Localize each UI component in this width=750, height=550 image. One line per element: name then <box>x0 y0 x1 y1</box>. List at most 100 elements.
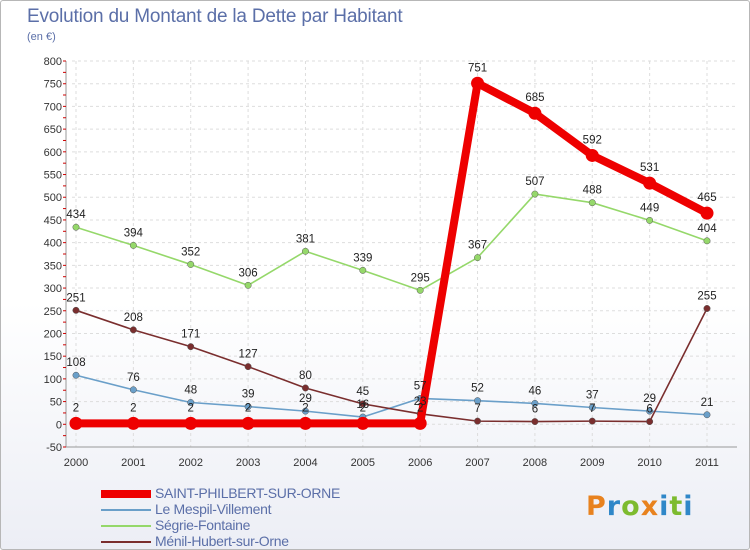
data-label: 751 <box>468 62 487 74</box>
y-tick-label: 550 <box>44 170 62 182</box>
data-point <box>474 417 481 425</box>
x-tick-label: 2000 <box>64 457 88 469</box>
y-tick-label: 800 <box>44 56 62 68</box>
legend-label: Ménil-Hubert-sur-Orne <box>155 533 289 549</box>
data-point <box>531 190 539 198</box>
data-point <box>531 418 539 426</box>
data-label: 2 <box>130 402 136 414</box>
data-point <box>244 363 252 371</box>
data-point <box>585 148 599 162</box>
data-point <box>72 306 80 314</box>
legend-swatch <box>101 490 151 498</box>
data-point <box>646 418 654 426</box>
data-label: 46 <box>529 385 542 397</box>
data-label: 39 <box>242 389 255 401</box>
data-point <box>187 260 195 268</box>
legend-label: SAINT-PHILBERT-SUR-ORNE <box>155 485 340 501</box>
data-point <box>298 416 312 430</box>
data-label: 80 <box>299 370 312 382</box>
data-label: 21 <box>701 397 714 409</box>
legend: SAINT-PHILBERT-SUR-ORNE Le Mespil-Villeme… <box>101 485 381 549</box>
data-label: 29 <box>299 393 312 405</box>
data-point <box>646 216 654 224</box>
data-label: 394 <box>124 227 144 239</box>
x-tick-label: 2003 <box>236 457 260 469</box>
data-point <box>646 407 654 415</box>
legend-item: Ménil-Hubert-sur-Orne <box>101 533 381 549</box>
data-point <box>244 281 252 289</box>
data-point <box>474 397 481 405</box>
legend-label: Le Mespil-Villement <box>155 501 272 517</box>
data-label: 434 <box>66 209 86 221</box>
data-label: 488 <box>583 185 602 197</box>
data-point <box>356 416 370 430</box>
data-point <box>531 399 539 407</box>
data-label: 2 <box>302 402 308 414</box>
data-label: 23 <box>414 396 427 408</box>
series-line <box>75 374 708 418</box>
data-point <box>471 76 485 90</box>
legend-item: Le Mespil-Villement <box>101 501 381 518</box>
data-label: 171 <box>181 329 200 341</box>
logo-letter: P <box>586 491 607 522</box>
x-tick-label: 2002 <box>178 457 202 469</box>
data-point <box>643 176 657 190</box>
data-label: 507 <box>525 176 544 188</box>
logo-letter: x <box>640 491 660 522</box>
logo-letter: o <box>621 491 641 522</box>
series-line <box>75 193 708 292</box>
data-label: 465 <box>697 192 716 204</box>
data-label: 108 <box>66 357 85 369</box>
y-tick-label: 600 <box>44 147 62 159</box>
data-label: 6 <box>646 404 652 416</box>
data-label: 7 <box>589 403 595 415</box>
data-point <box>700 206 714 220</box>
data-label: 2 <box>245 402 251 414</box>
data-label: 76 <box>127 372 140 384</box>
data-label: 2 <box>417 402 423 414</box>
x-tick-label: 2001 <box>121 457 145 469</box>
series-line <box>75 307 708 423</box>
x-tick-label: 2005 <box>351 457 375 469</box>
data-label: 45 <box>356 386 369 398</box>
data-label: 306 <box>238 267 257 279</box>
proxiti-logo: Proxiti <box>586 491 694 522</box>
data-point <box>69 416 83 430</box>
data-point <box>413 416 427 430</box>
legend-swatch <box>101 509 151 511</box>
y-tick-label: 200 <box>44 328 62 340</box>
data-point <box>588 417 596 425</box>
data-label: 255 <box>697 290 716 302</box>
logo-letter: i <box>683 491 694 522</box>
data-label: 6 <box>532 404 538 416</box>
data-label: 48 <box>184 384 197 396</box>
data-label: 367 <box>468 240 487 252</box>
y-tick-label: 100 <box>44 374 62 386</box>
data-label: 592 <box>583 134 602 146</box>
data-label: 352 <box>181 246 200 258</box>
data-point <box>244 403 252 411</box>
series-line <box>72 79 711 428</box>
y-tick-label: 0 <box>56 419 62 431</box>
legend-label: Ségrie-Fontaine <box>155 517 251 533</box>
x-tick-label: 2011 <box>695 457 719 469</box>
chart-title: Evolution du Montant de la Dette par Hab… <box>27 6 403 27</box>
x-tick-label: 2008 <box>523 457 547 469</box>
data-label: 16 <box>356 399 369 411</box>
data-point <box>129 241 137 249</box>
data-point <box>588 404 596 411</box>
data-point <box>359 266 367 274</box>
y-tick-label: -50 <box>46 442 62 454</box>
data-point <box>241 416 255 430</box>
series-group <box>69 76 714 430</box>
data-label: 2 <box>73 402 79 414</box>
y-tick-label: 500 <box>44 192 62 204</box>
data-label: 449 <box>640 202 659 214</box>
data-point <box>72 223 80 231</box>
y-tick-label: 50 <box>50 397 62 409</box>
data-point <box>528 106 542 120</box>
data-label: 295 <box>411 272 430 284</box>
data-label: 7 <box>474 403 480 415</box>
